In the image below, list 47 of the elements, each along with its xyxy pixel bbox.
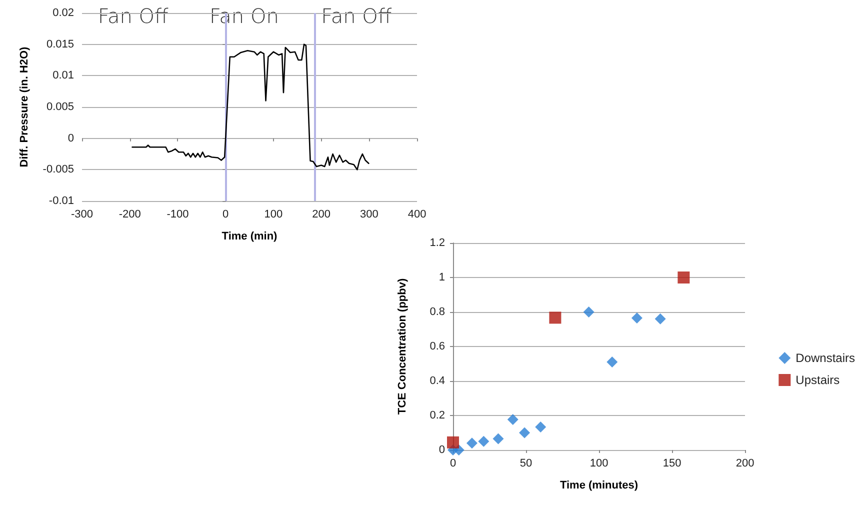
- x-axis-title: Time (min): [222, 230, 278, 242]
- point: [447, 436, 459, 448]
- y-axis-title: Diff. Pressure (in. H2O): [18, 46, 30, 168]
- x-tick-label: -100: [166, 208, 189, 220]
- line-series: [132, 44, 370, 170]
- y-tick-label: 0: [68, 132, 74, 144]
- point: [492, 433, 504, 444]
- point: [549, 312, 562, 324]
- x-tick-label: 300: [360, 208, 378, 220]
- y-tick-label: 0.02: [52, 7, 74, 19]
- y-tick-label: 0.2: [430, 410, 445, 422]
- point: [631, 312, 642, 324]
- x-tick-label: 200: [312, 208, 330, 220]
- x-tick-label: -200: [118, 208, 141, 220]
- y-tick-label: 0.005: [46, 101, 74, 113]
- y-tick-label: 0.8: [430, 306, 445, 318]
- y-tick-label: 0: [438, 444, 445, 456]
- x-tick-label: 0: [222, 208, 229, 220]
- y-axis-title: TCE Concentration (ppbv): [396, 278, 408, 415]
- y-tick-label: 0.4: [430, 375, 445, 387]
- y-tick-label: 0.01: [52, 70, 74, 82]
- point: [583, 306, 594, 318]
- y-tick-label: 0.015: [46, 38, 74, 50]
- legend-label: Downstairs: [796, 351, 856, 365]
- point: [466, 438, 478, 449]
- x-tick-label: 100: [590, 458, 608, 470]
- y-tick-label: -0.005: [42, 164, 74, 176]
- point: [519, 427, 530, 438]
- legend-label: Upstairs: [796, 373, 840, 387]
- x-tick-label: 400: [408, 208, 426, 220]
- x-tick-label: -300: [70, 208, 94, 220]
- x-tick-label: 150: [662, 458, 682, 470]
- y-tick-label: 1.2: [430, 237, 445, 249]
- x-tick-label: 200: [736, 458, 754, 470]
- x-tick-label: 100: [264, 208, 283, 220]
- point: [507, 414, 518, 425]
- y-tick-label: 1: [438, 272, 445, 284]
- x-axis-title: Time (minutes): [560, 480, 638, 492]
- point: [678, 272, 690, 284]
- point: [606, 356, 618, 368]
- y-tick-label: -0.01: [48, 195, 74, 207]
- x-tick-label: 50: [520, 458, 532, 470]
- point: [535, 422, 546, 433]
- y-tick-label: 0.6: [430, 340, 445, 352]
- point: [654, 313, 666, 324]
- point: [478, 436, 490, 447]
- x-tick-label: 0: [450, 458, 456, 470]
